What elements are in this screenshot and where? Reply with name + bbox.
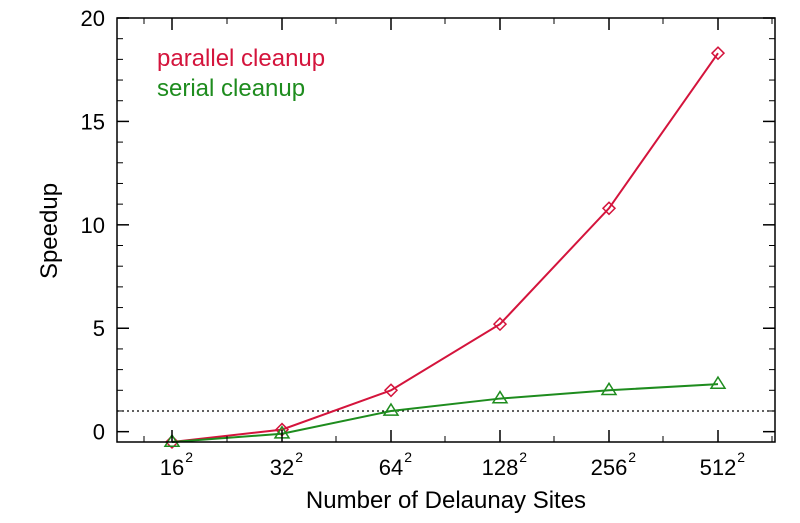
plot-frame	[116, 17, 776, 443]
x-tick-exponent: 2	[737, 449, 745, 465]
y-axis-title: Speedup	[36, 183, 63, 279]
x-tick-exponent: 2	[185, 449, 193, 465]
x-tick-label: 64	[379, 455, 403, 480]
x-tick-label: 128	[482, 455, 519, 480]
data-point-triangle	[709, 375, 727, 390]
x-tick-label: 32	[270, 455, 294, 480]
data-point-triangle	[600, 381, 618, 396]
data-point-diamond	[710, 46, 726, 61]
x-tick-exponent: 2	[628, 449, 636, 465]
data-point-triangle	[491, 390, 509, 404]
legend-entry-serial-cleanup: serial cleanup	[157, 75, 305, 102]
x-axis-title: Number of Delaunay Sites	[306, 487, 586, 514]
series-1	[163, 375, 727, 447]
series-layer	[163, 46, 727, 450]
series-line	[171, 52, 719, 443]
series-line	[171, 383, 719, 443]
data-point-diamond	[383, 383, 399, 398]
y-tick-label: 10	[81, 213, 105, 238]
y-tick-label: 0	[93, 420, 105, 445]
x-tick-label: 256	[591, 455, 628, 480]
data-point-diamond	[601, 201, 617, 216]
x-tick-exponent: 2	[404, 449, 412, 465]
data-point-triangle	[163, 433, 181, 447]
x-tick-exponent: 2	[295, 449, 303, 465]
y-tick-label: 20	[81, 6, 105, 31]
legend-entry-parallel-cleanup: parallel cleanup	[157, 45, 325, 72]
x-tick-exponent: 2	[519, 449, 527, 465]
y-tick-label: 5	[93, 316, 105, 341]
x-tick-label: 512	[700, 455, 737, 480]
x-tick-label: 16	[160, 455, 184, 480]
data-point-triangle	[382, 402, 400, 416]
y-tick-label: 15	[81, 109, 105, 134]
data-point-diamond	[492, 317, 508, 332]
